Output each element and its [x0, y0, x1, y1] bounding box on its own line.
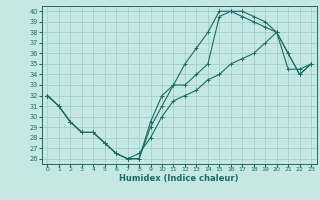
- X-axis label: Humidex (Indice chaleur): Humidex (Indice chaleur): [119, 174, 239, 183]
